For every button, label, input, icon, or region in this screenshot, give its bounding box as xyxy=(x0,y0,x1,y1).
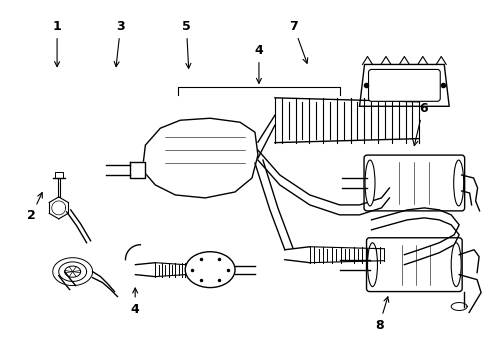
Text: 7: 7 xyxy=(290,20,308,63)
Text: 8: 8 xyxy=(375,297,389,332)
FancyBboxPatch shape xyxy=(368,69,440,101)
Text: 4: 4 xyxy=(255,44,263,84)
Polygon shape xyxy=(130,162,146,178)
Text: 4: 4 xyxy=(131,288,140,316)
Polygon shape xyxy=(143,118,258,198)
Ellipse shape xyxy=(365,160,375,206)
Text: 1: 1 xyxy=(53,20,61,67)
FancyBboxPatch shape xyxy=(367,238,462,292)
Ellipse shape xyxy=(185,252,235,288)
Ellipse shape xyxy=(368,243,377,287)
Ellipse shape xyxy=(454,160,464,206)
Text: 3: 3 xyxy=(114,20,125,67)
Polygon shape xyxy=(360,64,449,106)
Text: 6: 6 xyxy=(413,102,427,145)
Text: 2: 2 xyxy=(27,193,42,222)
Ellipse shape xyxy=(451,243,461,287)
Text: 5: 5 xyxy=(182,20,191,68)
FancyBboxPatch shape xyxy=(364,155,465,211)
